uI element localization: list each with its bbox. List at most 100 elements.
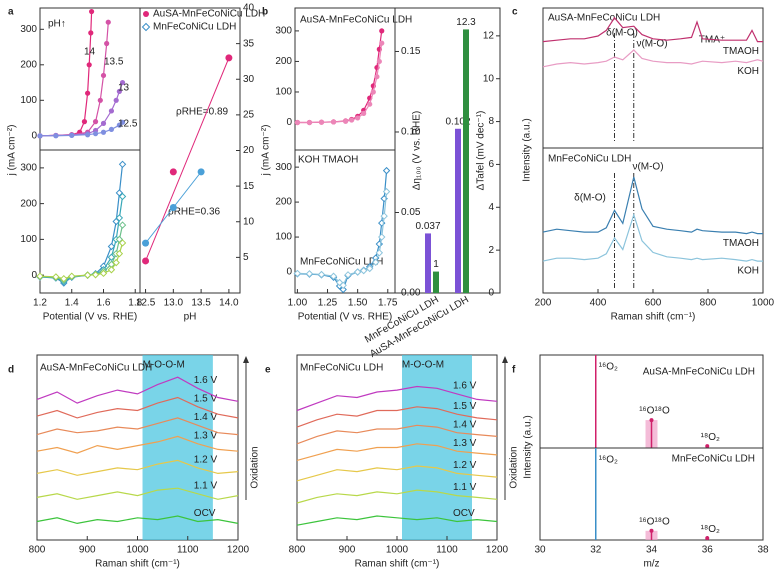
y-tick-label: 0.00 bbox=[401, 288, 421, 299]
series-label: 1.4 V bbox=[194, 412, 218, 423]
y2-tick-label: 2 bbox=[488, 245, 494, 256]
x-tick-label: 12.5 bbox=[136, 298, 156, 309]
point bbox=[343, 118, 349, 124]
annotation: MnFeCoNiCu LDH bbox=[300, 363, 383, 374]
annotation: MnFeCoNiCu LDH bbox=[300, 257, 383, 268]
point bbox=[330, 119, 337, 125]
point bbox=[88, 8, 95, 15]
series-line bbox=[39, 22, 109, 137]
x-tick-label: 800 bbox=[29, 545, 46, 556]
y-tick-label: 100 bbox=[20, 95, 37, 106]
value-label: 12.3 bbox=[456, 17, 476, 28]
point bbox=[197, 168, 205, 176]
series-line bbox=[297, 30, 383, 124]
annotation: AuSA-MnFeCoNiCu LDH bbox=[300, 15, 412, 26]
x-tick-label: 13.5 bbox=[191, 298, 211, 309]
y-tick-label: 300 bbox=[275, 162, 292, 173]
peak-label: ¹⁸O₂ bbox=[701, 432, 720, 443]
point bbox=[374, 74, 380, 80]
point bbox=[107, 242, 116, 251]
y-tick-label: 300 bbox=[20, 24, 37, 35]
shade-band bbox=[402, 355, 472, 540]
point bbox=[349, 117, 355, 123]
point bbox=[115, 214, 124, 222]
y-tick-label: 0 bbox=[286, 267, 292, 278]
x-tick-label: 400 bbox=[590, 298, 607, 309]
y2-tick-label: 8 bbox=[488, 116, 494, 127]
point bbox=[115, 189, 124, 197]
y-axis-label: Intensity (a.u.) bbox=[523, 415, 534, 478]
peak-label: ¹⁶O₂ bbox=[599, 362, 618, 373]
y-tick-label: 5 bbox=[243, 252, 249, 263]
y-tick-label: 40 bbox=[243, 3, 255, 14]
point bbox=[372, 258, 380, 266]
annotation: MnFeCoNiCu LDH bbox=[548, 154, 631, 165]
annotation: ρRHE=0.36 bbox=[168, 207, 221, 218]
point bbox=[370, 89, 376, 95]
point bbox=[378, 233, 386, 241]
point bbox=[119, 119, 126, 125]
y-axis-label: Intensity (a.u.) bbox=[522, 118, 533, 181]
y-tick-label: 10 bbox=[243, 216, 255, 227]
series-line bbox=[36, 417, 239, 436]
series-label: 1.1 V bbox=[194, 480, 218, 491]
plot-frame bbox=[39, 149, 141, 294]
point bbox=[85, 90, 91, 96]
panel-label: b bbox=[262, 7, 268, 18]
point bbox=[339, 285, 347, 294]
series-label: 13 bbox=[118, 83, 130, 94]
point bbox=[375, 249, 384, 257]
series-label: TMAOH bbox=[723, 238, 759, 249]
point bbox=[294, 119, 301, 126]
peak-label: ¹⁸O₂ bbox=[701, 524, 720, 535]
stem-head bbox=[705, 444, 710, 449]
series-line bbox=[542, 49, 764, 68]
y2-tick-label: 10 bbox=[483, 73, 495, 84]
series-label: TMAOH bbox=[723, 46, 759, 57]
arrow-head bbox=[243, 356, 249, 363]
y-tick-label: 300 bbox=[275, 26, 292, 37]
y2-tick-label: 4 bbox=[488, 202, 494, 213]
point bbox=[118, 160, 127, 169]
panel-label: a bbox=[8, 7, 14, 18]
series-line bbox=[296, 406, 498, 428]
annotation: δ(M-O) bbox=[574, 193, 606, 204]
point bbox=[113, 97, 119, 103]
legend-label: MnFeCoNiCu LDH bbox=[153, 22, 236, 33]
x-tick-label: 1200 bbox=[227, 545, 250, 556]
point bbox=[365, 264, 374, 273]
legend-marker bbox=[141, 22, 151, 32]
series-line bbox=[542, 212, 763, 262]
annotation: AuSA-MnFeCoNiCu LDH bbox=[40, 363, 152, 374]
series-label: OCV bbox=[194, 508, 216, 519]
y2-tick-label: 12 bbox=[483, 30, 495, 41]
point bbox=[169, 168, 177, 176]
series-line bbox=[297, 43, 383, 124]
point bbox=[68, 272, 76, 280]
point bbox=[115, 235, 124, 244]
series-line bbox=[296, 385, 498, 412]
x-tick-label: 1200 bbox=[486, 545, 509, 556]
bar bbox=[425, 233, 431, 293]
point bbox=[116, 88, 122, 95]
legend-marker bbox=[143, 11, 149, 17]
series-line bbox=[36, 487, 239, 500]
series-label: OCV bbox=[453, 508, 475, 519]
series-line bbox=[36, 435, 239, 454]
y-tick-label: 100 bbox=[20, 234, 37, 245]
x-tick-label: 1.2 bbox=[33, 298, 47, 309]
point bbox=[108, 126, 115, 133]
series-line bbox=[36, 376, 239, 404]
y-tick-label: 25 bbox=[243, 110, 255, 121]
y-tick-label: 20 bbox=[243, 145, 255, 156]
y-tick-label: 0 bbox=[286, 117, 292, 128]
plot-frame bbox=[542, 7, 764, 149]
y-tick-label: 30 bbox=[243, 74, 255, 85]
point bbox=[379, 28, 385, 34]
x-tick-label: 32 bbox=[590, 545, 602, 556]
point bbox=[92, 119, 99, 125]
point bbox=[169, 204, 177, 211]
series-line bbox=[36, 515, 239, 525]
point bbox=[318, 119, 325, 125]
annotation: AuSA-MnFeCoNiCu LDH bbox=[548, 13, 660, 24]
